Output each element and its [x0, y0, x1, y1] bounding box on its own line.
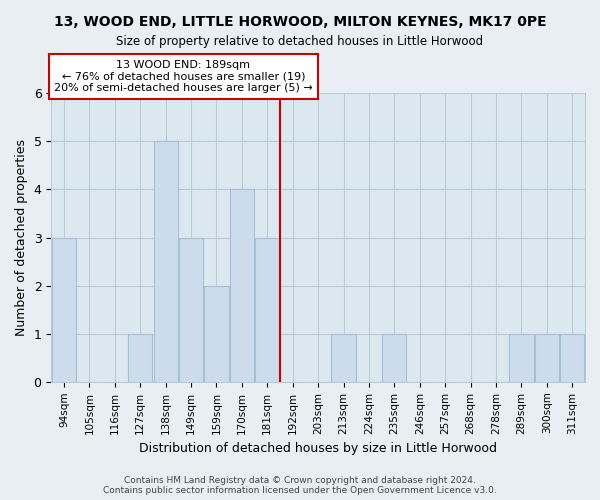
Bar: [331, 334, 356, 382]
Text: Contains HM Land Registry data © Crown copyright and database right 2024.
Contai: Contains HM Land Registry data © Crown c…: [103, 476, 497, 495]
Bar: [509, 334, 533, 382]
Bar: [179, 238, 203, 382]
Text: Size of property relative to detached houses in Little Horwood: Size of property relative to detached ho…: [116, 35, 484, 48]
Bar: [205, 286, 229, 382]
Bar: [255, 238, 280, 382]
Text: 13, WOOD END, LITTLE HORWOOD, MILTON KEYNES, MK17 0PE: 13, WOOD END, LITTLE HORWOOD, MILTON KEY…: [53, 15, 547, 29]
Y-axis label: Number of detached properties: Number of detached properties: [15, 139, 28, 336]
Bar: [382, 334, 406, 382]
Bar: [128, 334, 152, 382]
Text: 13 WOOD END: 189sqm
← 76% of detached houses are smaller (19)
20% of semi-detach: 13 WOOD END: 189sqm ← 76% of detached ho…: [54, 60, 313, 93]
Bar: [560, 334, 584, 382]
X-axis label: Distribution of detached houses by size in Little Horwood: Distribution of detached houses by size …: [139, 442, 497, 455]
Bar: [154, 142, 178, 382]
Bar: [52, 238, 76, 382]
Bar: [230, 190, 254, 382]
Bar: [535, 334, 559, 382]
